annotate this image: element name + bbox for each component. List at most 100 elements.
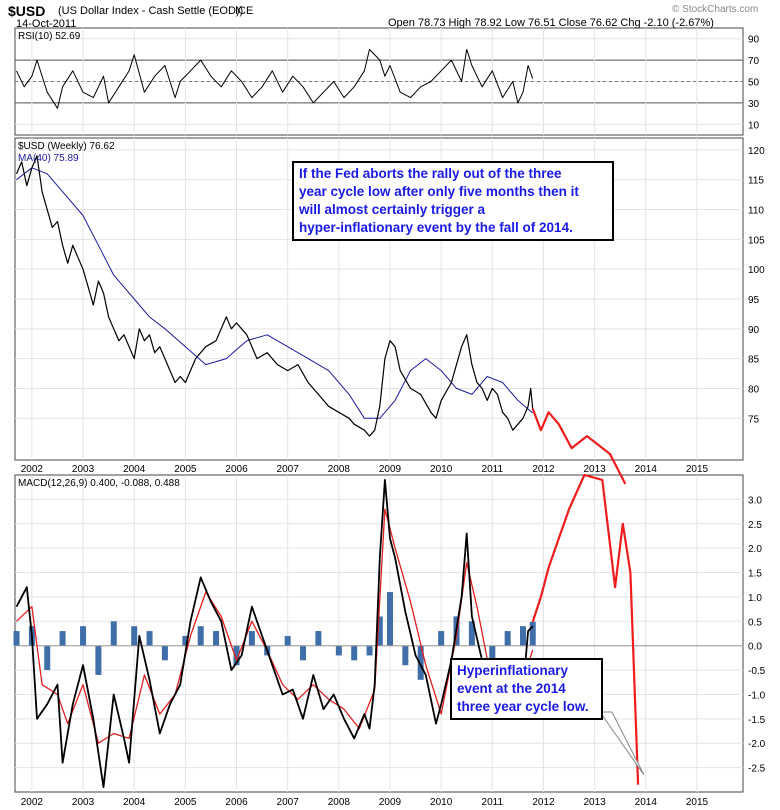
price-x-tick-label: 2007 <box>277 464 300 475</box>
macd-histogram-bar <box>417 645 424 680</box>
macd-histogram-bar <box>520 626 527 646</box>
macd-x-tick-label: 2007 <box>277 797 300 808</box>
macd-histogram-bar <box>529 621 536 646</box>
callout-pointer <box>599 711 645 776</box>
price-projection-line <box>531 408 627 485</box>
macd-histogram-bar <box>315 631 322 646</box>
macd-tick-label: -1.5 <box>748 715 766 726</box>
macd-histogram-bar <box>504 631 511 646</box>
price-x-tick-label: 2011 <box>482 464 504 475</box>
macd-histogram-bar <box>233 645 240 666</box>
macd-tick-label: 2.5 <box>748 520 762 531</box>
macd-x-tick-label: 2014 <box>635 797 658 808</box>
price-tick-label: 100 <box>748 265 765 276</box>
price-x-tick-label: 2014 <box>635 464 658 475</box>
price-x-tick-label: 2013 <box>584 464 607 475</box>
macd-tick-label: 0.5 <box>748 617 762 628</box>
macd-histogram-bar <box>376 616 383 646</box>
price-x-tick-label: 2009 <box>379 464 402 475</box>
macd-tick-label: -0.5 <box>748 666 766 677</box>
macd-tick-label: 1.5 <box>748 569 762 580</box>
callout-line: Hyperinflationary <box>457 663 569 678</box>
callout-line: year cycle low after only five months th… <box>299 184 579 199</box>
rsi-tick-label: 10 <box>748 120 760 131</box>
rsi-line <box>16 48 534 109</box>
macd-x-tick-label: 2012 <box>532 797 555 808</box>
macd-histogram-bar <box>284 635 291 646</box>
rsi-tick-label: 50 <box>748 78 760 89</box>
fed-warning-callout: If the Fed aborts the rally out of the t… <box>292 161 614 241</box>
rsi-tick-label: 90 <box>748 35 760 46</box>
macd-histogram-bar <box>197 626 204 646</box>
macd-x-tick-label: 2005 <box>174 797 197 808</box>
rsi-tick-label: 70 <box>748 56 760 67</box>
macd-histogram-bar <box>80 626 87 646</box>
macd-histogram-bar <box>44 645 51 671</box>
macd-signal-line <box>16 508 534 744</box>
macd-histogram-bar <box>468 621 475 646</box>
macd-histogram-bar <box>110 621 117 646</box>
price-tick-label: 80 <box>748 384 760 395</box>
macd-x-tick-label: 2010 <box>430 797 453 808</box>
price-x-tick-label: 2003 <box>72 464 95 475</box>
price-tick-label: 90 <box>748 325 760 336</box>
macd-histogram-bar <box>248 631 255 646</box>
price-x-tick-label: 2010 <box>430 464 453 475</box>
price-x-tick-label: 2008 <box>328 464 351 475</box>
price-tick-label: 85 <box>748 355 760 366</box>
macd-tick-label: 2.0 <box>748 544 762 555</box>
rsi-tick-label: 30 <box>748 99 760 110</box>
macd-histogram-bar <box>351 645 358 661</box>
price-tick-label: 95 <box>748 295 760 306</box>
macd-tick-label: -2.0 <box>748 739 766 750</box>
price-x-tick-label: 2012 <box>532 464 555 475</box>
macd-x-tick-label: 2015 <box>686 797 709 808</box>
chart-date: 14-Oct-2011 <box>16 18 77 30</box>
price-tick-label: 75 <box>748 414 760 425</box>
price-tick-label: 105 <box>748 235 765 246</box>
macd-histogram-bar <box>131 626 138 646</box>
macd-histogram-bar <box>182 635 189 646</box>
callout-line: three year cycle low. <box>457 699 589 714</box>
macd-histogram-bar <box>335 645 342 656</box>
chart-name: (US Dollar Index - Cash Settle (EOD)) <box>58 5 244 17</box>
price-tick-label: 110 <box>748 206 764 217</box>
macd-histogram-bar <box>13 631 20 646</box>
price-x-tick-label: 2006 <box>225 464 248 475</box>
exchange-label: ICE <box>235 5 254 17</box>
rsi-legend: RSI(10) 52.69 <box>18 31 81 42</box>
chart-symbol: $USD <box>8 3 46 19</box>
macd-x-tick-label: 2004 <box>123 797 146 808</box>
macd-histogram-bar <box>95 645 102 675</box>
macd-projection-line <box>531 473 640 785</box>
watermark: © StockCharts.com <box>672 4 759 15</box>
price-tick-label: 115 <box>748 176 764 187</box>
macd-tick-label: 3.0 <box>748 495 762 506</box>
price-line <box>15 155 534 437</box>
ohlc-readout: Open 78.73 High 78.92 Low 76.51 Close 76… <box>388 17 714 29</box>
callout-line: event at the 2014 <box>457 681 566 696</box>
macd-x-tick-label: 2011 <box>482 797 504 808</box>
ma40-line <box>16 167 534 419</box>
macd-histogram-bar <box>489 645 496 661</box>
macd-histogram-bar <box>59 631 66 646</box>
macd-tick-label: 1.0 <box>748 593 762 604</box>
macd-line <box>15 478 534 788</box>
macd-histogram-bar <box>213 631 220 646</box>
macd-x-tick-label: 2008 <box>328 797 351 808</box>
macd-histogram-bar <box>161 645 168 661</box>
price-x-tick-label: 2004 <box>123 464 146 475</box>
macd-x-tick-label: 2006 <box>225 797 248 808</box>
price-legend: $USD (Weekly) 76.62 <box>18 141 115 152</box>
macd-x-tick-label: 2013 <box>584 797 607 808</box>
macd-x-tick-label: 2009 <box>379 797 402 808</box>
macd-legend: MACD(12,26,9) 0.400, -0.088, 0.488 <box>18 478 180 489</box>
price-x-tick-label: 2002 <box>21 464 44 475</box>
hyperinflation-callout: Hyperinflationary event at the 2014 thre… <box>450 658 603 720</box>
price-x-tick-label: 2015 <box>686 464 709 475</box>
macd-tick-label: -2.5 <box>748 764 766 775</box>
macd-histogram-bar <box>300 645 307 661</box>
macd-x-tick-label: 2002 <box>21 797 44 808</box>
ma-legend: MA(40) 75.89 <box>18 153 79 164</box>
